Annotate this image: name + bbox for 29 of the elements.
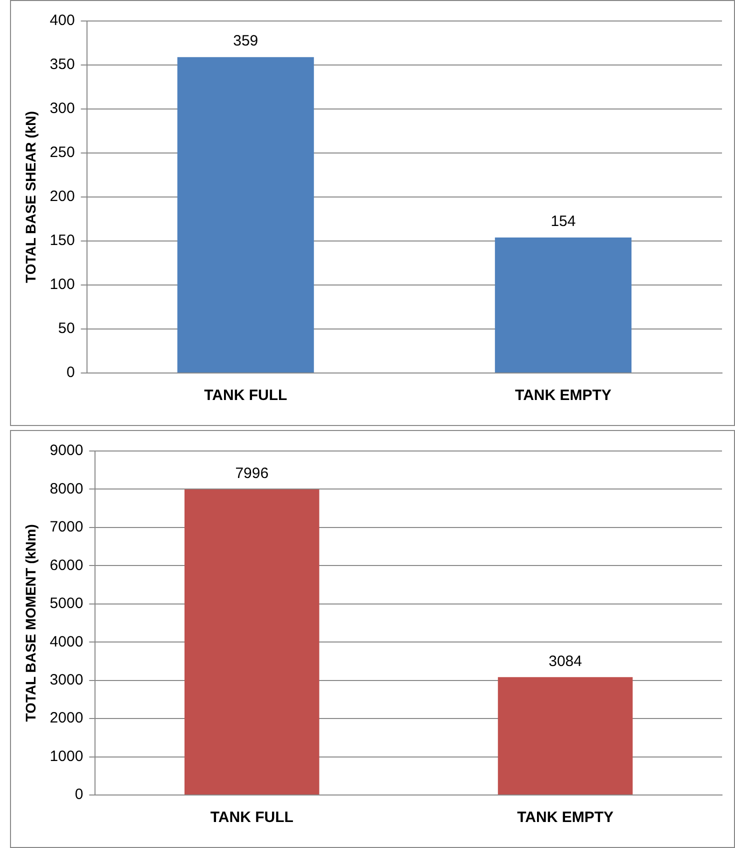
x-tick-label: TANK FULL <box>210 809 294 826</box>
y-tick-label: 1000 <box>50 748 84 765</box>
y-tick-label: 7000 <box>50 518 84 536</box>
y-tick-label: 5000 <box>50 595 84 612</box>
y-tick-label: 2000 <box>50 710 84 727</box>
y-tick-label: 400 <box>50 12 75 30</box>
x-tick-label: TANK EMPTY <box>517 809 614 826</box>
y-tick-label: 200 <box>50 188 75 206</box>
data-label: 359 <box>233 32 258 50</box>
y-axis-title: TOTAL BASE SHEAR (kN) <box>22 111 38 283</box>
data-label: 3084 <box>548 652 582 670</box>
y-tick-label: 150 <box>50 232 75 250</box>
y-tick-label: 0 <box>74 786 84 804</box>
y-tick-label: 250 <box>50 144 75 162</box>
y-axis-title: TOTAL BASE MOMENT (kNm) <box>22 524 38 722</box>
y-tick-label: 8000 <box>50 480 84 498</box>
x-tick-label: TANK EMPTY <box>515 387 612 404</box>
y-tick-label: 50 <box>58 320 75 338</box>
y-tick-label: 100 <box>50 276 75 294</box>
y-tick-label: 350 <box>50 56 75 74</box>
data-label: 7996 <box>235 465 269 482</box>
y-tick-label: 6000 <box>50 556 84 574</box>
y-tick-label: 9000 <box>50 442 84 460</box>
y-tick-label: 0 <box>66 364 75 382</box>
data-label: 154 <box>550 213 576 230</box>
y-tick-label: 4000 <box>50 633 84 650</box>
y-tick-label: 300 <box>50 100 75 118</box>
x-tick-label: TANK FULL <box>204 387 288 404</box>
y-tick-label: 3000 <box>50 671 84 688</box>
